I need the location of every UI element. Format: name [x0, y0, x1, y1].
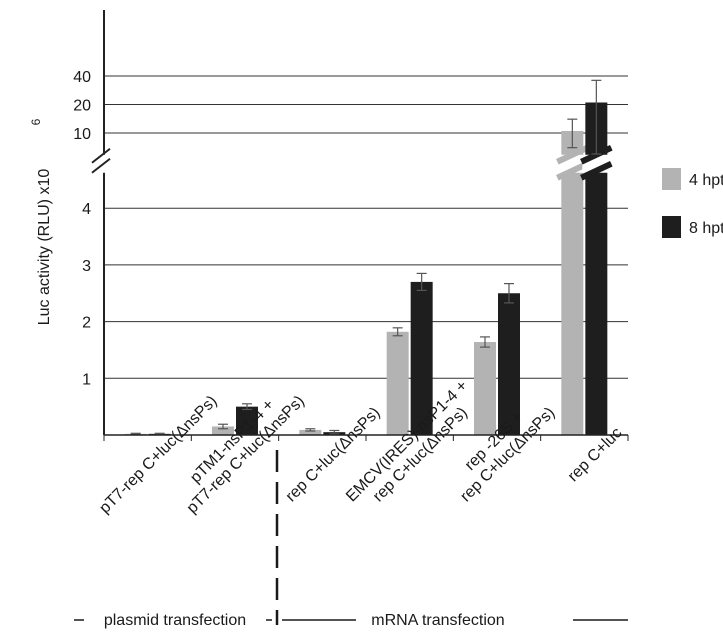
- bar: [236, 406, 258, 435]
- y-axis-label-exponent: 6: [29, 118, 43, 125]
- bar: [299, 429, 322, 435]
- group-label: plasmid transfection: [104, 612, 246, 629]
- y-axis-label: Luc activity (RLU) x10: [36, 169, 53, 326]
- axis-break-slash: [91, 147, 111, 164]
- legend-swatch: [662, 168, 681, 190]
- y-tick-label: 4: [82, 201, 91, 218]
- y-tick-label: 2: [82, 315, 91, 332]
- bar-break-slash: [580, 161, 613, 181]
- bar: [585, 102, 608, 436]
- bar: [561, 130, 584, 435]
- legend-label: 4 hpt: [689, 172, 723, 189]
- axis-break-slash: [91, 157, 111, 174]
- bar: [212, 426, 234, 435]
- bar: [410, 281, 433, 435]
- grid-lines: [104, 75, 628, 379]
- bar-break-slash: [580, 145, 613, 165]
- transfection-groups: plasmid transfection mRNA transfection: [74, 450, 628, 629]
- group-label: mRNA transfection: [371, 612, 504, 629]
- legend-swatch: [662, 216, 681, 238]
- bar: [498, 293, 520, 435]
- axes: [90, 10, 629, 441]
- bar: [386, 331, 409, 435]
- y-tick-label: 1: [82, 371, 91, 388]
- legend: 4 hpt 8 hpt: [662, 168, 723, 238]
- bars: [124, 79, 613, 436]
- y-tick-labels: 1 2 3 4 10 20 40: [73, 69, 91, 388]
- bar-break-slash: [556, 145, 589, 165]
- x-tick-labels: pT7-rep C+luc(ΔnsPs)pTM1-nsP1-4 +pT7-rep…: [96, 377, 625, 517]
- legend-label: 8 hpt: [689, 220, 723, 237]
- y-tick-label: 10: [73, 126, 91, 143]
- bar: [474, 342, 496, 435]
- y-tick-label: 3: [82, 258, 91, 275]
- y-tick-label: 20: [73, 98, 91, 115]
- y-tick-label: 40: [73, 69, 91, 86]
